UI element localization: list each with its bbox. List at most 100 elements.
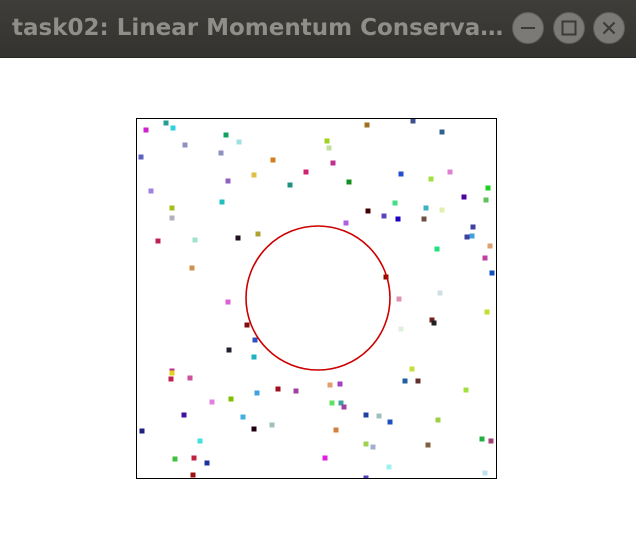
particle — [330, 160, 336, 166]
particle — [236, 139, 242, 145]
particle — [484, 309, 490, 315]
particle — [219, 199, 225, 205]
particle — [240, 414, 246, 420]
particle — [252, 337, 258, 343]
particle — [437, 290, 443, 296]
particle — [370, 444, 376, 450]
particle — [415, 378, 421, 384]
particle — [485, 185, 491, 191]
particle — [392, 200, 398, 206]
title-bar[interactable]: task02: Linear Momentum Conserva… — [0, 0, 636, 58]
particle — [337, 381, 343, 387]
window-title: task02: Linear Momentum Conserva… — [12, 15, 504, 41]
particle — [376, 413, 382, 419]
particle — [363, 441, 369, 447]
particle — [343, 220, 349, 226]
particle — [225, 178, 231, 184]
particle — [251, 426, 257, 432]
maximize-button[interactable] — [553, 12, 585, 44]
particle — [169, 205, 175, 211]
particle — [381, 213, 387, 219]
particle — [228, 396, 234, 402]
particle — [197, 438, 203, 444]
particle — [226, 347, 232, 353]
particle — [169, 215, 175, 221]
particle — [435, 417, 441, 423]
particle — [329, 400, 335, 406]
particle — [421, 216, 427, 222]
particle — [398, 326, 404, 332]
particle — [293, 388, 299, 394]
particle — [251, 172, 257, 178]
particle — [170, 125, 176, 131]
close-icon — [602, 21, 616, 35]
particle — [275, 386, 281, 392]
particle — [483, 197, 489, 203]
particle — [155, 238, 161, 244]
particle — [447, 169, 453, 175]
particle — [402, 378, 408, 384]
minimize-button[interactable] — [512, 12, 544, 44]
particle — [225, 299, 231, 305]
particle — [363, 475, 369, 478]
particle — [431, 320, 437, 326]
minimize-icon — [521, 27, 535, 29]
particle — [439, 129, 445, 135]
particle — [386, 464, 392, 470]
particle — [190, 472, 196, 478]
particle — [333, 427, 339, 433]
particle — [168, 376, 174, 382]
particle — [251, 354, 257, 360]
particle — [338, 400, 344, 406]
red-circle — [245, 225, 391, 371]
particle — [187, 375, 193, 381]
particle — [303, 169, 309, 175]
particle — [425, 442, 431, 448]
particle — [255, 231, 261, 237]
particle — [269, 422, 275, 428]
particle — [461, 194, 467, 200]
particle — [396, 296, 402, 302]
particle — [363, 412, 369, 418]
particle — [487, 243, 493, 249]
particle — [254, 390, 260, 396]
particle — [464, 234, 470, 240]
window-content — [0, 58, 636, 536]
particle — [439, 207, 445, 213]
particle — [148, 188, 154, 194]
particle — [235, 235, 241, 241]
particle — [410, 119, 416, 124]
close-button[interactable] — [593, 12, 625, 44]
particle — [469, 233, 475, 239]
particle — [172, 456, 178, 462]
particle — [482, 470, 488, 476]
maximize-icon — [561, 20, 577, 36]
particle — [192, 237, 198, 243]
particle — [341, 404, 347, 410]
particle — [204, 460, 210, 466]
particle — [138, 154, 144, 160]
simulation-drawing — [138, 119, 495, 478]
particle — [365, 208, 371, 214]
particle — [218, 150, 224, 156]
particle — [163, 120, 169, 126]
particle — [143, 127, 149, 133]
particle — [287, 182, 293, 188]
particle — [223, 132, 229, 138]
particle — [189, 265, 195, 271]
particle — [423, 205, 429, 211]
particle — [191, 455, 197, 461]
particle — [470, 224, 476, 230]
particle — [182, 142, 188, 148]
particle — [181, 412, 187, 418]
particle — [488, 438, 494, 444]
particle — [327, 382, 333, 388]
particle — [169, 370, 175, 376]
particle — [364, 122, 370, 128]
particle — [324, 138, 330, 144]
particle — [398, 171, 404, 177]
particle — [434, 246, 440, 252]
particle — [387, 419, 393, 425]
simulation-canvas[interactable] — [136, 118, 497, 479]
